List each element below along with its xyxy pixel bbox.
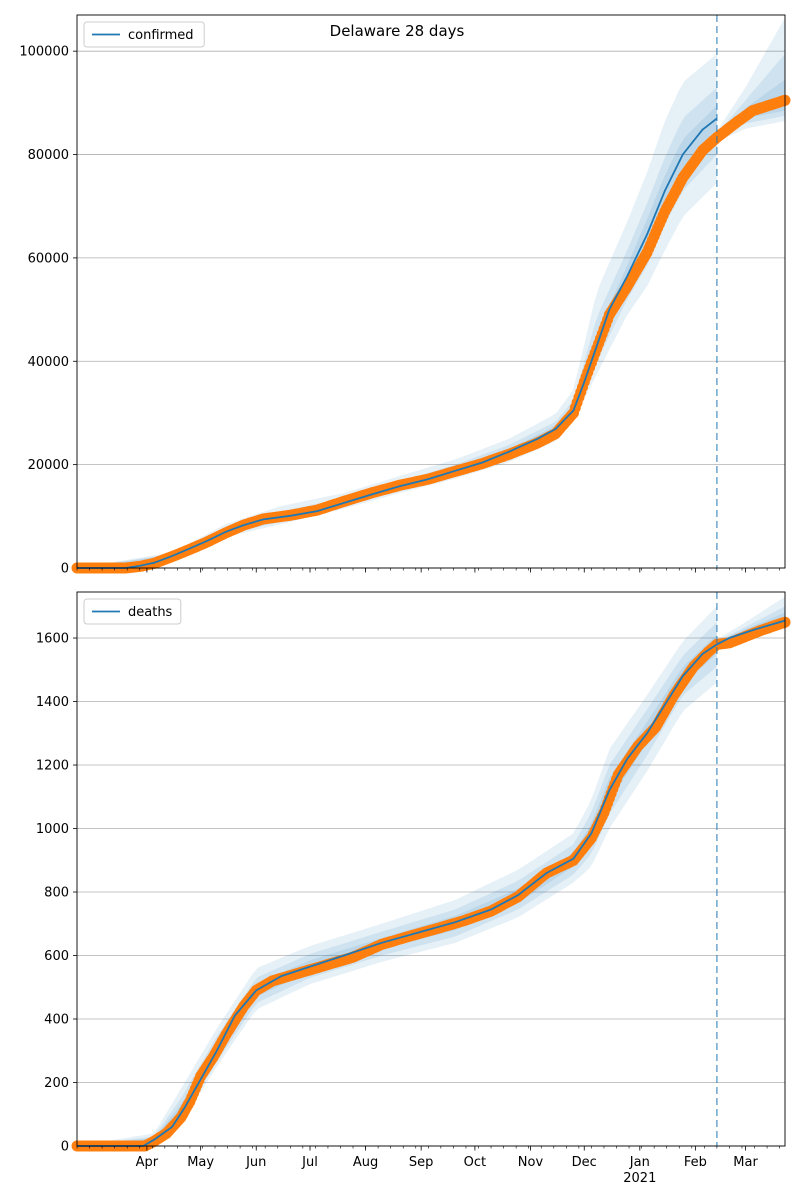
uncertainty-band [77, 622, 717, 1146]
observed-series [71, 616, 791, 1152]
legend-box [83, 21, 205, 48]
y-tick-label: 800 [44, 886, 69, 901]
x-tick-label: Jun [245, 1155, 266, 1170]
confirmed-panel: 0 20000 40000 60000 80000 100000 confirmed [19, 14, 791, 577]
uncertainty-band [77, 105, 717, 569]
x-tick-label: Aug [353, 1155, 378, 1170]
legend-box [83, 598, 182, 625]
y-tick-label: 1000 [36, 822, 69, 837]
x-tick-label: Sep [409, 1155, 434, 1170]
uncertainty-band [77, 87, 717, 569]
y-tick-label: 20000 [28, 458, 69, 473]
model-line [77, 619, 786, 1147]
y-tick-label: 400 [44, 1013, 69, 1028]
y-tick-label: 1400 [36, 695, 69, 710]
y-tick-label: 80000 [28, 148, 69, 163]
x-year-label: 2021 [623, 1171, 656, 1186]
chart-title: Delaware 28 days [330, 22, 465, 40]
y-tick-label: 100000 [19, 45, 69, 60]
y-tick-label: 0 [61, 562, 69, 577]
model-line [77, 117, 718, 569]
legend-label: confirmed [128, 28, 194, 43]
y-tick-label: 0 [61, 1140, 69, 1155]
y-tick-label: 40000 [28, 355, 69, 370]
y-tick-label: 60000 [28, 251, 69, 266]
uncertainty-band [77, 634, 717, 1146]
uncertainty-band [77, 53, 717, 569]
x-tick-label: Feb [684, 1155, 707, 1170]
legend-label: deaths [128, 605, 173, 620]
x-tick-label: May [187, 1155, 214, 1170]
y-tick-label: 1600 [36, 632, 69, 647]
x-tick-label: Nov [518, 1155, 544, 1170]
forecast-band [716, 596, 785, 648]
deaths-panel: 0 200 400 600 800 1000 1200 1400 1600 Apr May Jun Ju… [36, 591, 791, 1186]
y-tick-label: 200 [44, 1076, 69, 1091]
axes-frame [76, 14, 786, 569]
uncertainty-band [77, 606, 717, 1146]
x-tick-label: Mar [733, 1155, 758, 1170]
x-tick-label: Dec [572, 1155, 597, 1170]
y-tick-label: 600 [44, 949, 69, 964]
axes-frame [76, 591, 786, 1147]
y-tick-label: 1200 [36, 759, 69, 774]
x-tick-label: Oct [464, 1155, 486, 1170]
x-tick-label: Apr [136, 1155, 159, 1170]
x-tick-label: Jul [301, 1155, 318, 1170]
x-tick-label: Jan [629, 1155, 650, 1170]
